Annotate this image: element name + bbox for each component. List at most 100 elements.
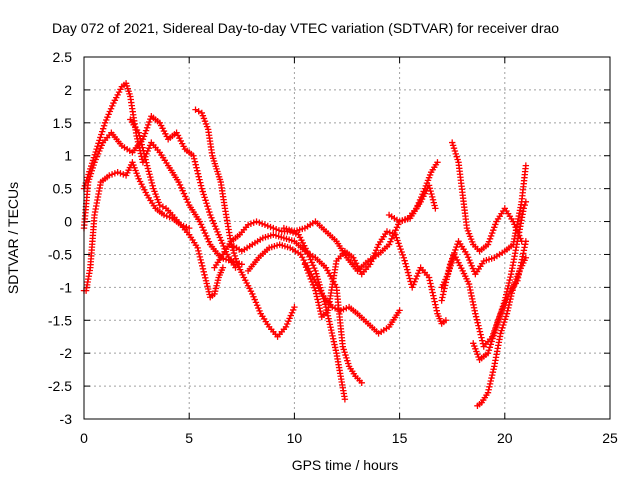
data-point: [146, 171, 153, 178]
data-point: [184, 199, 192, 206]
data-point: [485, 386, 492, 393]
data-point: [489, 368, 497, 376]
data-point: [208, 214, 215, 221]
data-point: [469, 265, 477, 272]
chart-title: Day 072 of 2021, Sidereal Day-to-day VTE…: [52, 20, 559, 36]
data-point: [339, 343, 346, 350]
data-point: [492, 326, 499, 333]
data-point: [490, 332, 497, 339]
data-point: [486, 380, 494, 388]
data-point: [332, 347, 340, 354]
data-point: [506, 298, 513, 306]
data-point: [345, 360, 352, 367]
data-point: [484, 241, 492, 248]
data-point: [176, 181, 184, 189]
data-point: [453, 153, 460, 160]
data-point: [505, 282, 512, 290]
data-point: [201, 194, 208, 201]
data-point: [105, 111, 112, 118]
data-point: [283, 320, 291, 328]
data-point: [484, 389, 492, 396]
data-point: [316, 305, 323, 312]
data-point: [143, 124, 151, 131]
data-point: [415, 199, 423, 206]
data-point: [163, 212, 170, 220]
data-point: [495, 314, 503, 322]
data-point: [507, 292, 515, 300]
data-point: [314, 296, 321, 303]
data-point: [202, 274, 209, 281]
data-point: [201, 229, 209, 237]
data-point: [329, 335, 337, 342]
data-point: [464, 254, 472, 261]
data-point: [197, 179, 204, 186]
y-tick-label: -0.5: [48, 246, 72, 262]
data-point: [140, 150, 148, 157]
data-point: [144, 121, 152, 129]
data-point: [147, 176, 155, 184]
x-tick-label: 20: [497, 430, 513, 446]
data-point: [498, 327, 505, 334]
data-point: [487, 341, 494, 348]
data-point: [190, 152, 197, 159]
data-point: [405, 272, 413, 279]
data-point: [196, 218, 203, 225]
data-point: [195, 250, 203, 258]
data-point: [137, 138, 145, 145]
series-arc15: [474, 254, 530, 410]
data-point: [512, 223, 519, 231]
data-point: [389, 232, 397, 240]
data-point: [97, 145, 104, 152]
data-point: [205, 238, 213, 245]
data-point: [286, 315, 293, 322]
data-point: [217, 237, 225, 244]
data-point: [175, 178, 182, 186]
data-point: [309, 262, 317, 269]
data-point: [474, 319, 481, 326]
data-point: [96, 147, 103, 155]
data-point: [452, 150, 460, 158]
data-point: [307, 275, 314, 283]
data-point: [495, 317, 502, 325]
data-point: [285, 318, 292, 325]
data-point: [197, 256, 204, 264]
data-point: [244, 221, 252, 229]
grid: [84, 57, 610, 419]
data-point: [341, 349, 348, 356]
y-tick-label: 1.5: [53, 115, 73, 131]
data-point: [136, 132, 143, 139]
data-point: [503, 288, 511, 295]
data-point: [463, 251, 471, 258]
data-point: [520, 205, 527, 212]
data-point: [149, 182, 156, 189]
data-point: [340, 306, 347, 313]
data-point: [249, 290, 256, 298]
data-point: [90, 161, 97, 169]
data-point: [106, 172, 113, 179]
data-point: [475, 325, 483, 332]
data-point: [287, 312, 294, 319]
data-point: [196, 176, 203, 183]
data-point: [331, 341, 338, 348]
data-point: [199, 224, 206, 231]
data-point: [494, 320, 501, 328]
data-point: [109, 102, 116, 110]
data-point: [411, 278, 418, 285]
data-point: [509, 287, 516, 294]
series-arc8: [244, 241, 403, 337]
data-point: [428, 286, 436, 293]
data-point: [488, 338, 495, 345]
data-point: [211, 223, 219, 230]
data-point: [95, 140, 102, 147]
data-point: [88, 167, 96, 174]
data-point: [207, 211, 214, 219]
data-point: [317, 307, 324, 315]
data-point: [395, 240, 402, 247]
data-point: [108, 171, 116, 178]
data-point: [200, 191, 207, 198]
data-point: [475, 322, 482, 329]
data-point: [488, 374, 495, 382]
data-point: [427, 283, 435, 290]
data-point: [342, 351, 349, 359]
data-point: [503, 291, 510, 298]
